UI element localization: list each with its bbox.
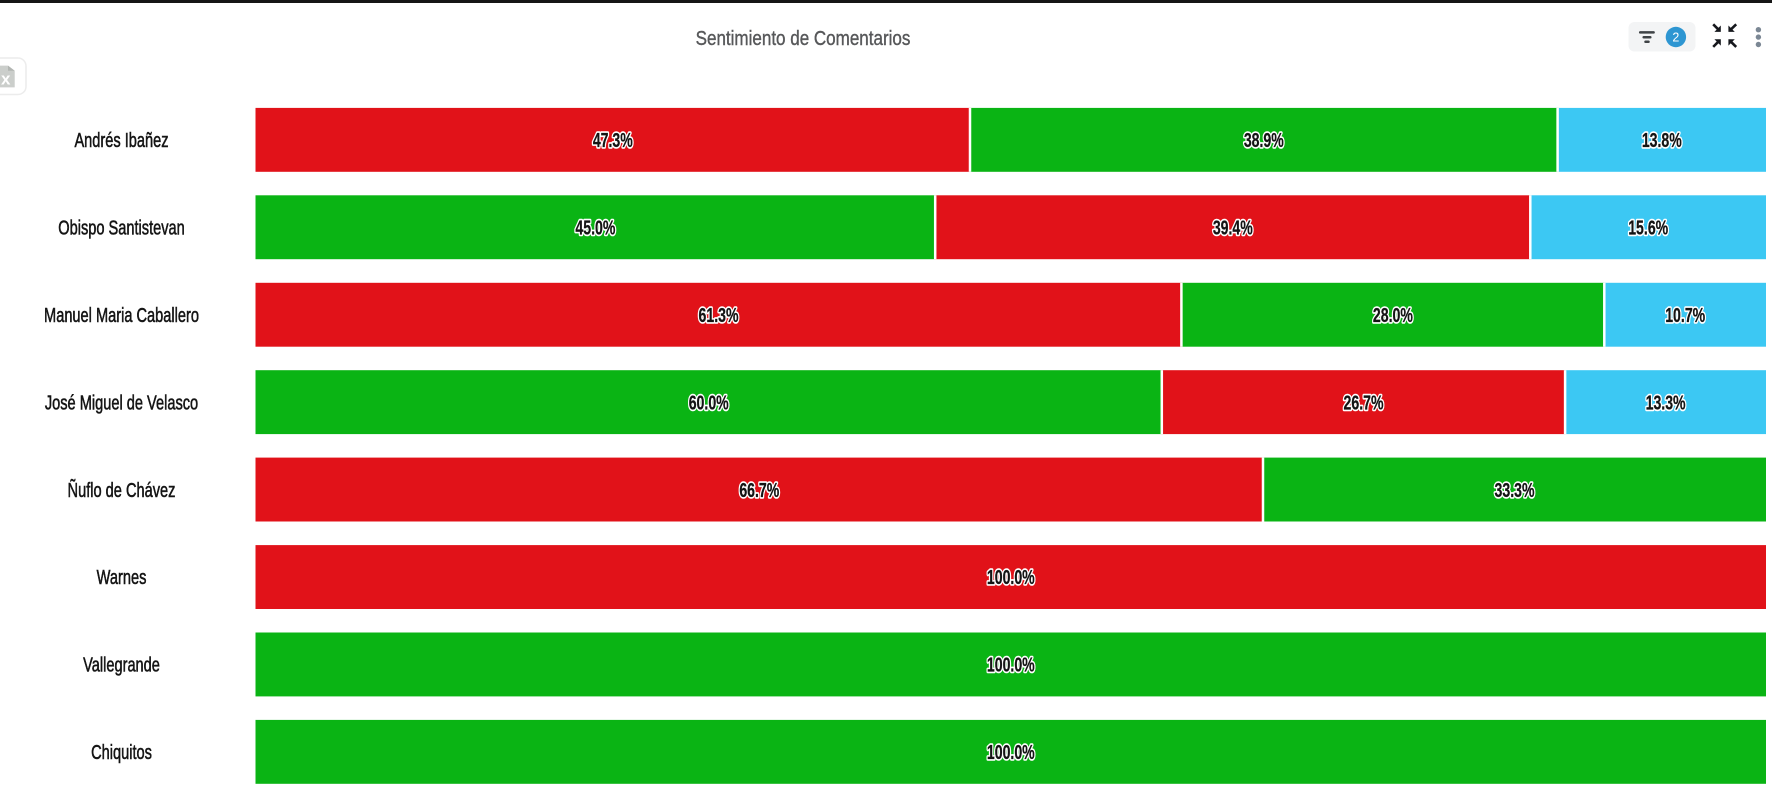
svg-text:10.7%: 10.7% [1665,304,1705,327]
svg-text:28.0%: 28.0% [1373,304,1413,327]
svg-text:26.7%: 26.7% [1344,391,1384,414]
svg-text:47.3%: 47.3% [593,129,633,152]
svg-text:100.0%: 100.0% [987,566,1035,589]
svg-text:33.3%: 33.3% [1495,478,1535,501]
svg-text:x: x [1,70,11,89]
svg-text:Warnes: Warnes [97,566,147,589]
svg-text:100.0%: 100.0% [987,566,1035,589]
svg-text:100.0%: 100.0% [987,741,1035,764]
svg-text:60.0%: 60.0% [689,391,729,414]
svg-text:Manuel Maria Caballero: Manuel Maria Caballero [44,304,199,327]
svg-text:Ñuflo de Chávez: Ñuflo de Chávez [68,477,176,501]
svg-text:Chiquitos: Chiquitos [91,741,152,764]
svg-text:38.9%: 38.9% [1244,129,1284,152]
svg-text:38.9%: 38.9% [1244,129,1284,152]
svg-text:Andrés Ibañez: Andrés Ibañez [74,129,168,152]
svg-text:39.4%: 39.4% [1213,216,1253,239]
svg-text:61.3%: 61.3% [699,304,739,327]
svg-text:61.3%: 61.3% [699,304,739,327]
svg-text:33.3%: 33.3% [1495,478,1535,501]
svg-text:26.7%: 26.7% [1344,391,1384,414]
svg-text:Vallegrande: Vallegrande [83,653,160,676]
svg-text:2: 2 [1672,30,1679,44]
svg-text:15.6%: 15.6% [1628,216,1668,239]
svg-text:45.0%: 45.0% [575,216,615,239]
svg-text:13.8%: 13.8% [1642,129,1682,152]
svg-text:Sentimiento de Comentarios: Sentimiento de Comentarios [696,26,911,49]
svg-text:39.4%: 39.4% [1213,216,1253,239]
svg-text:28.0%: 28.0% [1373,304,1413,327]
svg-text:13.3%: 13.3% [1646,391,1686,414]
svg-text:13.8%: 13.8% [1642,129,1682,152]
svg-text:66.7%: 66.7% [739,478,779,501]
svg-text:45.0%: 45.0% [575,216,615,239]
svg-text:Obispo Santistevan: Obispo Santistevan [58,216,185,239]
svg-text:100.0%: 100.0% [987,741,1035,764]
svg-text:60.0%: 60.0% [689,391,729,414]
svg-text:100.0%: 100.0% [987,653,1035,676]
svg-text:José Miguel de Velasco: José Miguel de Velasco [45,391,198,414]
svg-text:100.0%: 100.0% [987,653,1035,676]
svg-text:10.7%: 10.7% [1665,304,1705,327]
svg-text:47.3%: 47.3% [593,129,633,152]
svg-text:13.3%: 13.3% [1646,391,1686,414]
svg-text:66.7%: 66.7% [739,478,779,501]
svg-text:15.6%: 15.6% [1628,216,1668,239]
